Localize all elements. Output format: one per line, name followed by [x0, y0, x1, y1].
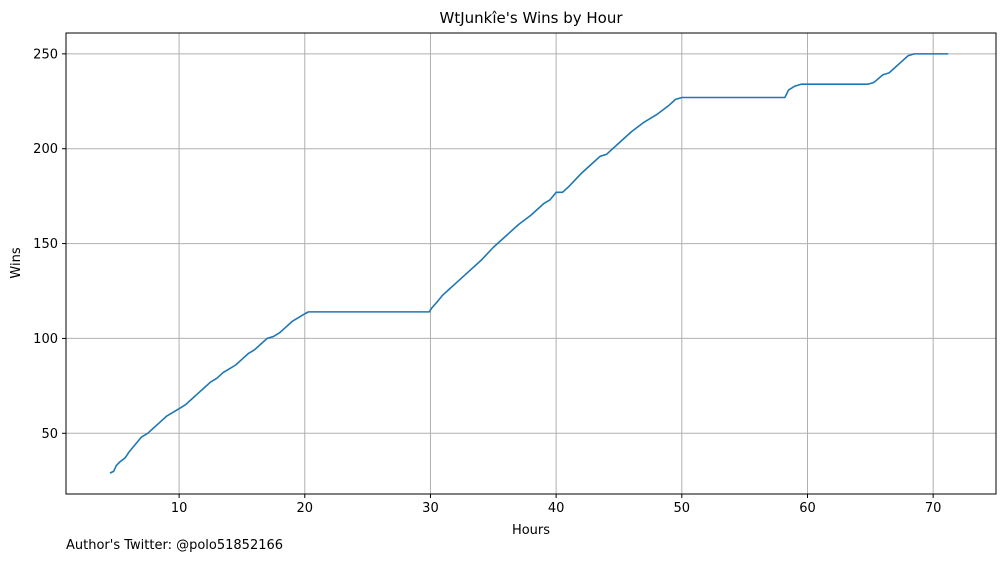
- plot-frame: [65, 32, 997, 495]
- grid-layer: [66, 33, 996, 494]
- y-axis-label: Wins: [9, 247, 24, 278]
- x-tick-label: 10: [171, 501, 188, 516]
- tick-layer: 10 20 30 40 50 60 70 50 100 150 200 250: [33, 47, 941, 516]
- x-tick-label: 40: [548, 501, 565, 516]
- y-tick-label: 50: [41, 427, 58, 442]
- x-tick-label: 50: [674, 501, 691, 516]
- x-tick-label: 20: [297, 501, 314, 516]
- y-tick-label: 250: [33, 47, 58, 62]
- x-tick-label: 30: [422, 501, 439, 516]
- y-tick-label: 150: [33, 237, 58, 252]
- x-axis-label: Hours: [512, 523, 550, 538]
- y-tick-label: 100: [33, 332, 58, 347]
- wins-line: [109, 53, 949, 474]
- x-tick-label: 60: [799, 501, 816, 516]
- author-twitter-note: Author's Twitter: @polo51852166: [66, 538, 284, 553]
- x-tick-label: 70: [925, 501, 942, 516]
- chart-title: WtJunkîe's Wins by Hour: [440, 9, 624, 27]
- y-tick-label: 200: [33, 142, 58, 157]
